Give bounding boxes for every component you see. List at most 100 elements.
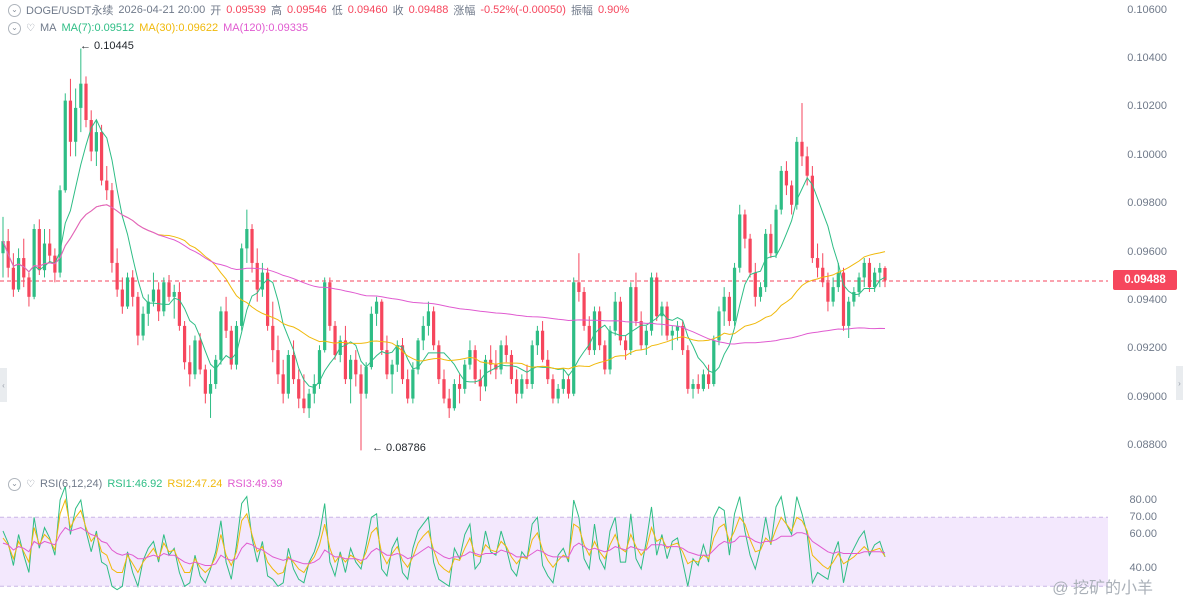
candle-body [74, 107, 78, 142]
candle-body [566, 379, 571, 394]
candle-body [395, 345, 399, 365]
candle-body [540, 330, 545, 360]
candle-body [722, 296, 726, 312]
candle-body [623, 340, 628, 351]
collapse-chevron-icon[interactable]: ⌄ [8, 21, 21, 35]
candle-body [406, 379, 410, 399]
candle-body [587, 325, 591, 351]
candle-body [873, 272, 877, 288]
candle-body [157, 289, 161, 312]
candle-body [369, 313, 373, 368]
ma120-line [2, 204, 886, 345]
rsi-info-line: ⌄ ♡ RSI(6,12,24) RSI1:46.92 RSI2:47.24 R… [8, 475, 282, 493]
candle-body [432, 311, 436, 346]
candle-body [291, 354, 296, 380]
candle-body [525, 379, 529, 385]
candle-body [857, 277, 861, 292]
candle-body [421, 325, 425, 341]
rsi1-line [2, 486, 886, 591]
candle-body [89, 120, 93, 152]
candle-body [629, 287, 633, 351]
rsi-axis-label: 80.00 [1129, 494, 1157, 506]
candle-body [515, 379, 519, 394]
candle-body [58, 190, 62, 273]
watermark: @ 挖矿的小羊 [1052, 580, 1153, 597]
candle-body [582, 291, 586, 326]
candle-body [494, 364, 498, 370]
candle-body [364, 367, 368, 394]
candle-body [16, 258, 21, 290]
price-axis-label: 0.10400 [1127, 52, 1167, 64]
ma7-line [2, 118, 886, 389]
open-value: 0.09539 [226, 4, 267, 16]
alert-bell-icon[interactable]: ♡ [26, 478, 35, 490]
high-label: 高 [271, 5, 283, 17]
rsi2-value: RSI2:47.24 [167, 478, 223, 490]
candle-body [753, 272, 757, 297]
rsi-chart[interactable] [0, 470, 1183, 610]
candle-body [63, 100, 67, 191]
price-chart[interactable] [0, 0, 1183, 470]
candle-body [670, 330, 674, 336]
candle-body [219, 311, 223, 360]
candle-body [572, 282, 576, 394]
price-axis-label: 0.09200 [1127, 342, 1167, 354]
candle-body [774, 209, 778, 254]
price-axis-label: 0.08800 [1127, 439, 1167, 451]
candle-body [504, 345, 508, 355]
candle-body [784, 170, 789, 186]
candle-body [281, 374, 285, 394]
alert-bell-icon[interactable]: ♡ [26, 22, 35, 34]
candle-body [374, 301, 379, 314]
scroll-right-arrow-icon[interactable]: › [1176, 366, 1183, 400]
candle-body [177, 291, 182, 326]
candle-body [37, 229, 41, 271]
candle-body [738, 214, 742, 268]
price-axis-label: 0.09000 [1127, 391, 1167, 403]
candle-body [255, 262, 259, 290]
candle-body [22, 258, 26, 278]
candle-body [769, 233, 773, 254]
collapse-chevron-icon[interactable]: ⌄ [8, 3, 21, 17]
candle-body [878, 267, 882, 273]
candle-body [99, 132, 104, 181]
candle-body [343, 340, 348, 380]
candle-body [426, 311, 431, 326]
candle-body [836, 272, 840, 288]
candle-body [473, 350, 477, 380]
candle-body [203, 369, 207, 394]
candle-body [302, 398, 306, 409]
candle-body [862, 262, 866, 278]
collapse-chevron-icon[interactable]: ⌄ [8, 477, 21, 491]
candle-body [613, 301, 617, 331]
low-value: 0.09460 [347, 4, 388, 16]
candle-body [852, 291, 856, 302]
candle-body [167, 282, 171, 297]
candle-body [764, 233, 768, 288]
candle-body [214, 359, 218, 385]
candle-body [478, 379, 482, 387]
candle-body [535, 330, 539, 346]
candle-body [701, 374, 706, 389]
scroll-left-arrow-icon[interactable]: ‹ [0, 368, 7, 402]
candle-body [665, 306, 669, 336]
candle-body [1, 241, 5, 254]
candle-body [48, 243, 52, 256]
price-axis-label: 0.09400 [1127, 294, 1167, 306]
candle-body [815, 258, 820, 268]
candle-body [234, 325, 239, 365]
candle-body [84, 83, 88, 120]
candle-body [354, 359, 358, 375]
candle-body [779, 170, 783, 210]
candle-body [826, 282, 830, 302]
candle-body [32, 229, 36, 297]
candle-body [795, 141, 799, 205]
candle-body [188, 362, 192, 375]
price-axis-label: 0.10000 [1127, 149, 1167, 161]
candle-body [592, 311, 597, 351]
candle-body [463, 364, 467, 389]
candle-body [271, 325, 275, 351]
candle-body [821, 267, 825, 283]
candle-body [151, 289, 156, 302]
candle-body [198, 340, 202, 370]
